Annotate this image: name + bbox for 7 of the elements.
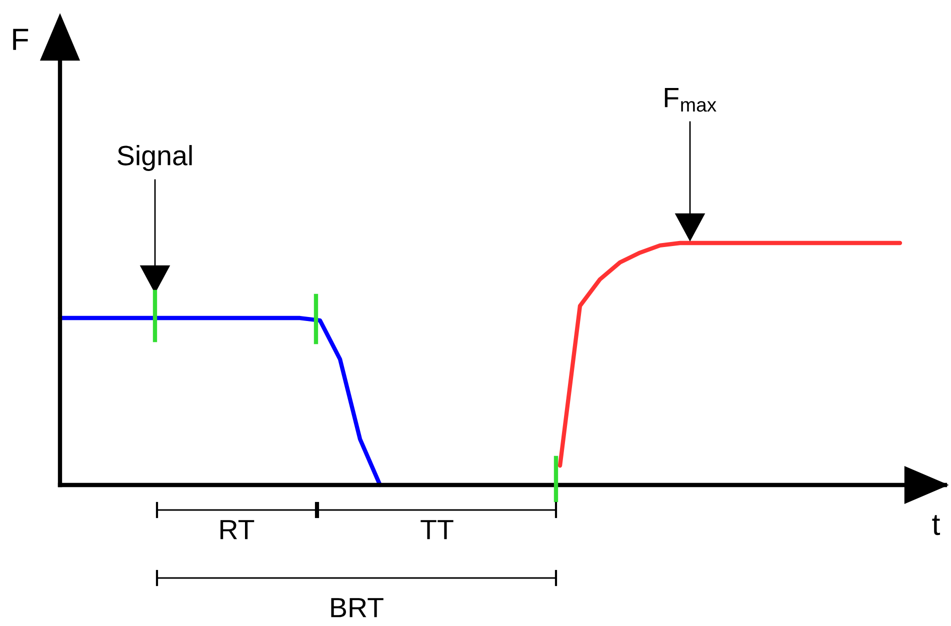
- text: RT: [220, 520, 254, 540]
- text: BRT: [331, 598, 384, 618]
- text: F$_{max}$: [664, 88, 716, 112]
- x-axis-title: t: [932, 515, 940, 536]
- text: Signal: [118, 145, 192, 171]
- text: TT: [420, 520, 454, 540]
- text: F: [13, 28, 28, 50]
